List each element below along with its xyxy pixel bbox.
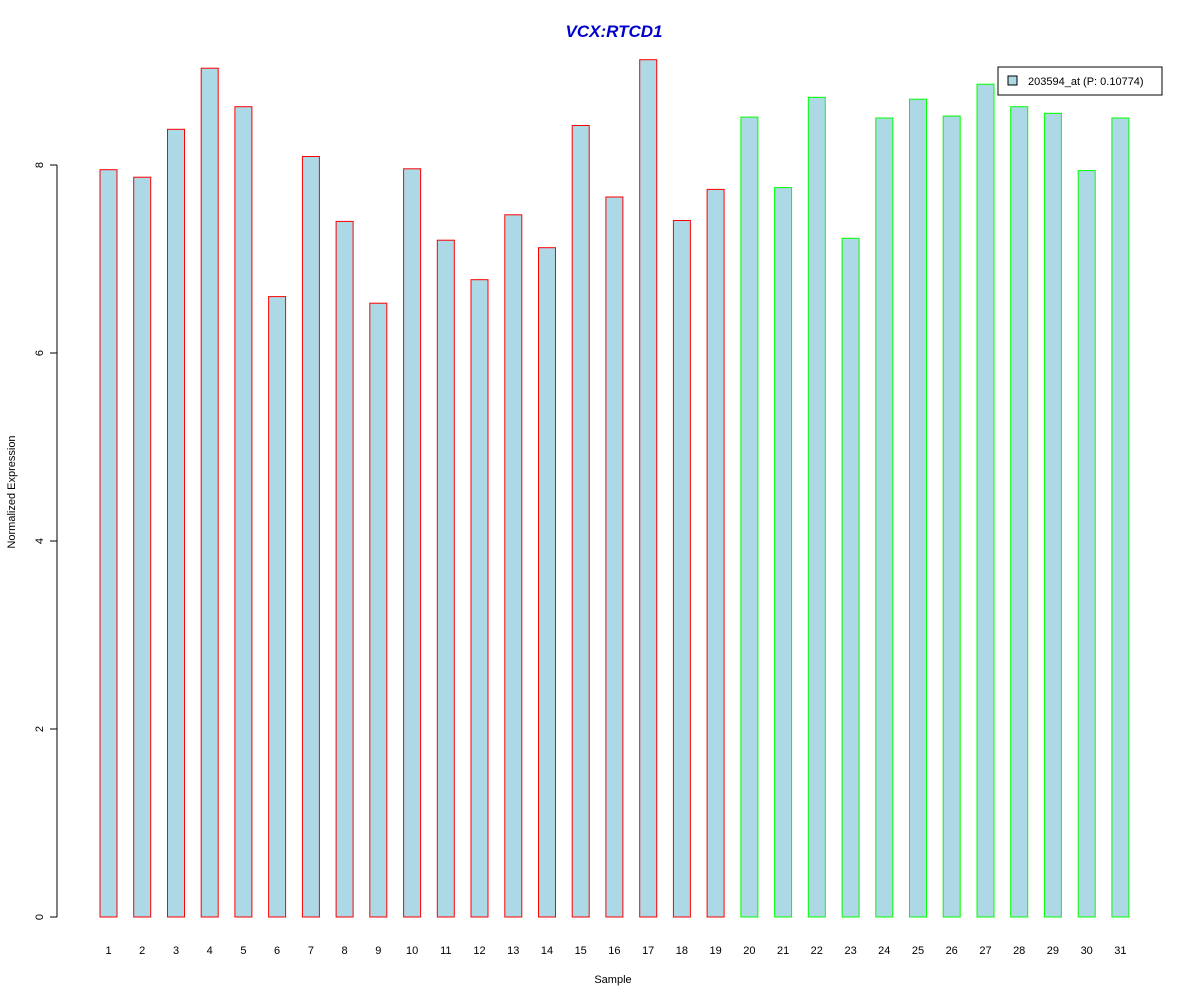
bar	[133, 176, 152, 918]
bar	[774, 187, 793, 918]
chart-title: VCX:RTCD1	[566, 22, 663, 41]
y-axis: 0 2 4 6 8	[34, 162, 58, 920]
bar	[605, 196, 624, 918]
x-tick-label: 1	[105, 945, 111, 957]
bar	[369, 302, 388, 918]
x-tick-label: 25	[912, 945, 924, 957]
legend: 203594_at (P: 0.10774)	[997, 66, 1163, 96]
x-tick-label: 28	[1013, 945, 1025, 957]
legend-swatch	[1007, 75, 1018, 86]
x-tick-label: 7	[308, 945, 314, 957]
bar	[841, 237, 860, 918]
x-tick-label: 23	[844, 945, 856, 957]
bar	[706, 188, 725, 918]
bar	[436, 239, 455, 918]
y-tick-label: 4	[34, 538, 46, 544]
y-tick-label: 8	[34, 162, 46, 168]
x-tick-label: 4	[207, 945, 213, 957]
bar	[167, 128, 185, 918]
x-tick-label: 9	[375, 945, 381, 957]
bar	[403, 168, 422, 918]
bar	[740, 116, 759, 918]
x-tick-label: 22	[811, 945, 823, 957]
x-tick-label: 12	[473, 945, 485, 957]
bar	[470, 279, 489, 918]
x-tick-label: 13	[507, 945, 519, 957]
y-tick-label: 6	[34, 350, 46, 356]
bar	[504, 214, 523, 918]
x-tick-label: 8	[342, 945, 348, 957]
x-tick-label: 26	[946, 945, 958, 957]
bar	[909, 98, 927, 918]
x-tick-label: 6	[274, 945, 280, 957]
bar	[1077, 170, 1096, 918]
legend-label: 203594_at (P: 0.10774)	[1028, 76, 1144, 88]
bar	[1111, 117, 1130, 918]
bar	[875, 117, 894, 918]
bar	[1043, 112, 1062, 918]
bar	[200, 67, 219, 918]
x-tick-label: 5	[240, 945, 246, 957]
bar	[807, 96, 826, 918]
x-tick-label: 2	[139, 945, 145, 957]
legend-box	[997, 66, 1163, 96]
bar	[335, 220, 354, 918]
bar	[1010, 106, 1029, 918]
bar	[639, 59, 658, 918]
bar	[571, 125, 590, 918]
bar	[301, 156, 320, 918]
x-tick-label: 17	[642, 945, 654, 957]
y-tick-label: 2	[34, 726, 46, 732]
x-tick-label: 16	[608, 945, 620, 957]
x-tick-labels: 1 2 3 4 5 6 7 8 9 10 11 12 13 14 15 16 17 18 19 20 21 22 23 24 2…	[105, 945, 1126, 957]
x-tick-label: 27	[979, 945, 991, 957]
x-axis-label: Sample	[594, 974, 631, 986]
x-tick-label: 14	[541, 945, 553, 957]
x-tick-label: 10	[406, 945, 418, 957]
bars	[99, 59, 1130, 918]
x-tick-label: 19	[709, 945, 721, 957]
x-tick-label: 29	[1047, 945, 1059, 957]
bar	[976, 83, 995, 918]
bar	[234, 106, 253, 918]
x-tick-label: 15	[575, 945, 587, 957]
bar	[538, 247, 556, 918]
x-tick-label: 31	[1114, 945, 1126, 957]
x-tick-label: 21	[777, 945, 789, 957]
x-tick-label: 20	[743, 945, 755, 957]
bar	[99, 169, 118, 918]
x-tick-label: 11	[440, 945, 451, 957]
y-axis-label: Normalized Expression	[6, 435, 18, 548]
x-tick-label: 30	[1081, 945, 1093, 957]
x-tick-label: 18	[676, 945, 688, 957]
bar	[672, 220, 691, 918]
x-tick-label: 24	[878, 945, 890, 957]
y-tick-label: 0	[34, 914, 46, 920]
x-tick-label: 3	[173, 945, 179, 957]
bar	[268, 296, 287, 918]
bar	[942, 115, 961, 918]
